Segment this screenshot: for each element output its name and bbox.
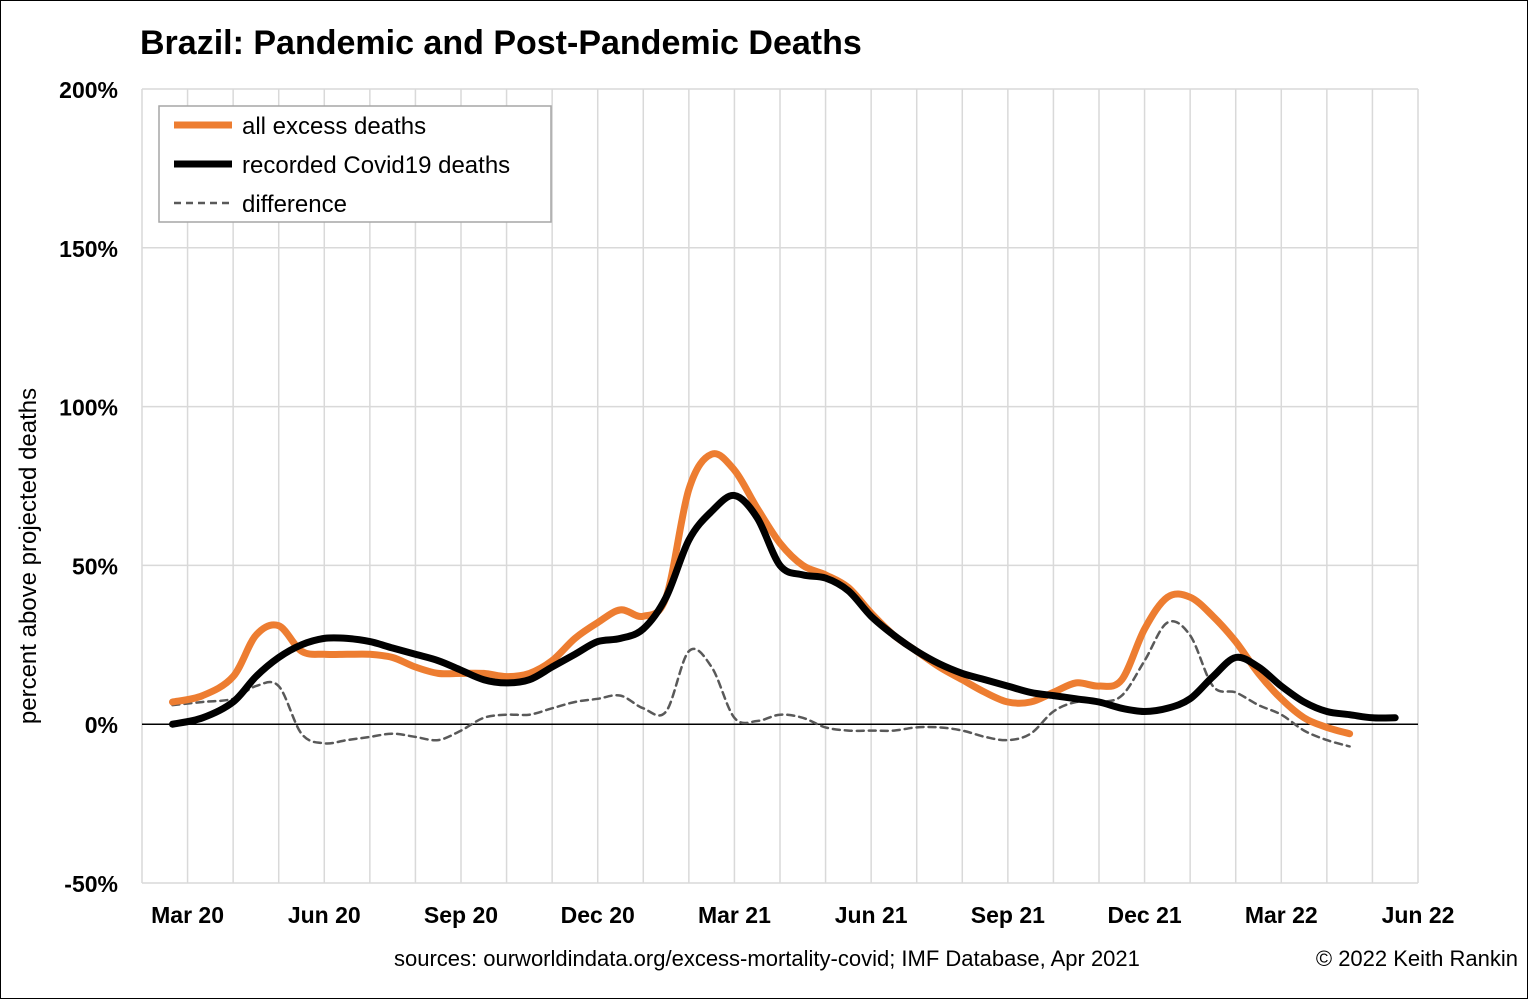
legend-label-difference: difference xyxy=(242,191,347,218)
copyright-note: © 2022 Keith Rankin xyxy=(1316,946,1518,971)
x-tick-label: Mar 21 xyxy=(698,902,771,928)
series-group xyxy=(169,450,1399,748)
y-tick-label: 50% xyxy=(72,553,118,579)
y-tick-label: 200% xyxy=(59,77,118,103)
y-tick-label: -50% xyxy=(64,871,118,897)
legend: all excess deaths recorded Covid19 death… xyxy=(158,105,552,223)
y-axis-ticks: -50% 0% 50% 100% 150% 200% xyxy=(59,77,118,897)
x-tick-label: Sep 21 xyxy=(971,902,1045,928)
legend-label-covid: recorded Covid19 deaths xyxy=(242,152,510,179)
y-tick-label: 0% xyxy=(85,712,118,738)
x-tick-label: Mar 22 xyxy=(1245,902,1318,928)
x-tick-label: Dec 20 xyxy=(561,902,635,928)
series-line-covid-deaths xyxy=(169,491,1399,728)
y-tick-label: 150% xyxy=(59,236,118,262)
x-tick-label: Jun 21 xyxy=(835,902,908,928)
y-tick-label: 100% xyxy=(59,395,118,421)
series-line-excess-deaths xyxy=(169,450,1354,738)
x-tick-label: Sep 20 xyxy=(424,902,498,928)
title-rest: : Pandemic and Post-Pandemic Deaths xyxy=(232,24,862,62)
x-tick-label: Dec 21 xyxy=(1107,902,1181,928)
series-line-difference xyxy=(171,620,1351,748)
y-axis-label: percent above projected deaths xyxy=(15,388,42,724)
x-axis-ticks: Mar 20 Jun 20 Sep 20 Dec 20 Mar 21 Jun 21 Sep … xyxy=(151,902,1454,928)
sources-note: sources: ourworldindata.org/excess-morta… xyxy=(394,946,1140,971)
x-tick-label: Jun 22 xyxy=(1382,902,1455,928)
legend-label-excess: all excess deaths xyxy=(242,113,426,140)
title-country: Brazil xyxy=(140,24,233,62)
x-tick-label: Jun 20 xyxy=(288,902,361,928)
x-tick-label: Mar 20 xyxy=(151,902,224,928)
chart-title: Brazil: Pandemic and Post-Pandemic Death… xyxy=(140,24,862,63)
